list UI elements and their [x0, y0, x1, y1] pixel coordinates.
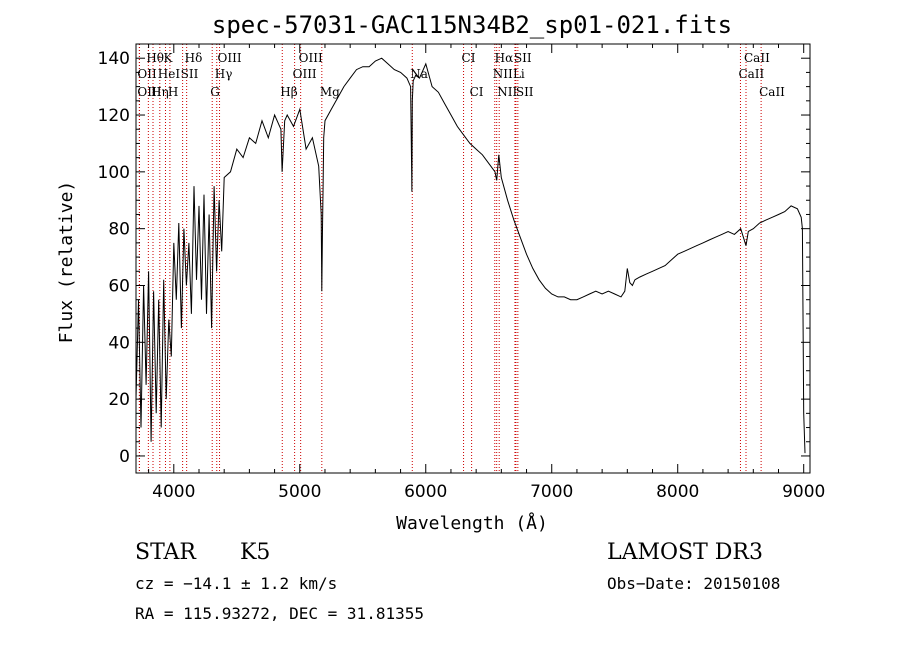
- y-tick-label: 60: [108, 276, 130, 296]
- line-label-0: Hθ: [146, 51, 164, 65]
- line-label-10: Hγ: [215, 67, 233, 81]
- chart-title: spec-57031-GAC115N34B2_sp01-021.fits: [212, 11, 732, 39]
- line-label-15: Mg: [320, 85, 340, 99]
- line-label-1: OII: [137, 67, 157, 81]
- line-label-18: CI: [470, 85, 484, 99]
- x-axis-ticks: 4000 5000 6000 7000 8000 9000: [148, 44, 825, 502]
- line-label-16: Na: [410, 67, 428, 81]
- line-label-26: CaII: [738, 67, 764, 81]
- x-tick-label: 5000: [278, 482, 321, 502]
- y-tick-label: 80: [108, 220, 130, 240]
- survey-name: LAMOST DR3: [607, 540, 763, 565]
- y-tick-label: 120: [98, 106, 130, 126]
- x-axis-label: Wavelength (Å): [396, 512, 548, 534]
- y-tick-label: 0: [119, 447, 130, 467]
- coordinates: RA = 115.93272, DEC = 31.81355: [135, 604, 424, 623]
- y-tick-label: 40: [108, 333, 130, 353]
- y-tick-label: 20: [108, 390, 130, 410]
- line-label-2: OIII: [137, 85, 161, 99]
- object-subclass: K5: [240, 540, 271, 565]
- y-axis-label: Flux (relative): [56, 181, 77, 344]
- y-axis-ticks: 0 20 40 60 80 100 120 140: [98, 43, 810, 467]
- line-label-8: Hδ: [185, 51, 203, 65]
- x-tick-label: 9000: [782, 482, 825, 502]
- line-label-6: SII: [181, 67, 199, 81]
- line-label-17: CI: [462, 51, 476, 65]
- line-label-13: OIII: [293, 67, 317, 81]
- observation-date: Obs−Date: 20150108: [607, 574, 781, 593]
- y-tick-label: 140: [98, 49, 130, 69]
- y-tick-label: 100: [98, 163, 130, 183]
- line-label-12: OIII: [299, 51, 323, 65]
- plot-frame: [135, 43, 811, 474]
- line-label-11: G: [210, 85, 220, 99]
- line-label-5: K: [163, 51, 173, 65]
- line-label-23: NII: [497, 85, 517, 99]
- x-tick-label: 7000: [530, 482, 573, 502]
- line-label-24: SII: [516, 85, 534, 99]
- line-label-20: SII: [514, 51, 532, 65]
- x-tick-label: 4000: [152, 482, 195, 502]
- line-label-21: NII: [493, 67, 513, 81]
- x-tick-label: 6000: [404, 482, 447, 502]
- line-label-4: HeI: [158, 67, 181, 81]
- line-label-19: Hα: [495, 51, 514, 65]
- x-tick-label: 8000: [656, 482, 699, 502]
- line-label-3: Hη: [151, 85, 169, 99]
- object-class: STAR: [135, 540, 196, 565]
- flux-series-line: [135, 57, 806, 454]
- line-label-14: Hβ: [280, 85, 297, 99]
- line-label-25: CaII: [744, 51, 770, 65]
- redshift-value: cz = −14.1 ± 1.2 km/s: [135, 574, 338, 593]
- line-markers: [138, 44, 762, 473]
- line-label-22: Li: [513, 67, 525, 81]
- line-label-27: CaII: [759, 85, 785, 99]
- line-label-7: H: [168, 85, 178, 99]
- line-label-9: OIII: [218, 51, 242, 65]
